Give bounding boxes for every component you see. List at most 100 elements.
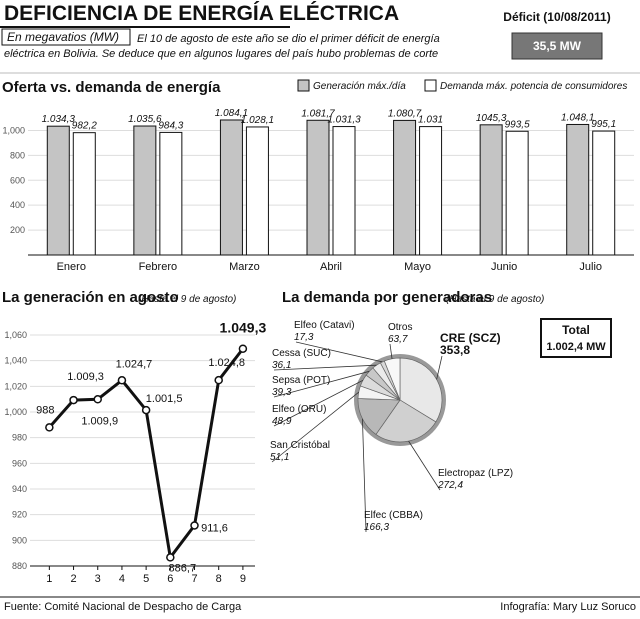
leader-line xyxy=(436,355,443,380)
x-tick-label: Marzo xyxy=(229,261,260,273)
value-label: 1.024,7 xyxy=(116,358,153,370)
total-box xyxy=(540,318,612,358)
x-tick-label: 2 xyxy=(70,573,76,585)
value-label: 1.031 xyxy=(418,115,443,126)
point xyxy=(238,344,248,353)
x-tick-label: 6 xyxy=(167,573,173,585)
y-tick-label: 880 xyxy=(12,561,27,571)
chart-title: La generación en agosto xyxy=(2,289,179,306)
slice-value: 39,3 xyxy=(272,387,292,398)
value-label: 1.035,6 xyxy=(128,114,162,125)
chart-title: La demanda por generadoras xyxy=(282,289,492,306)
x-tick-label: 3 xyxy=(95,573,101,585)
x-tick-label: Enero xyxy=(57,261,86,273)
y-tick-label: 1,040 xyxy=(4,356,27,366)
x-tick-label: 5 xyxy=(143,573,149,585)
point xyxy=(117,376,127,385)
y-tick-label: 200 xyxy=(10,225,25,235)
x-tick-label: 8 xyxy=(216,573,222,585)
bar xyxy=(133,125,157,256)
chart-subtitle: (Hasta el 9 de agosto) xyxy=(446,294,544,305)
pie-slice xyxy=(399,357,443,423)
legend-label: Demanda máx. potencia de consumidores xyxy=(440,81,627,92)
value-label: 886,7 xyxy=(169,562,197,574)
chart-title: Oferta vs. demanda de energía xyxy=(2,79,221,96)
slice-label: Sepsa (POT) xyxy=(272,375,330,386)
value-label: 984,3 xyxy=(158,120,183,131)
y-tick-label: 960 xyxy=(12,458,27,468)
value-label: 1.001,5 xyxy=(146,393,183,405)
slice-value: 353,8 xyxy=(440,343,470,357)
x-tick-label: Mayo xyxy=(404,261,431,273)
bar xyxy=(419,126,443,256)
point xyxy=(45,423,54,432)
x-tick-label: Febrero xyxy=(139,261,178,273)
value-label: 1045,3 xyxy=(476,113,507,124)
slice-value: 36,1 xyxy=(272,360,291,371)
leader-line xyxy=(273,379,364,427)
legend-swatch xyxy=(424,79,437,92)
leader-line xyxy=(362,418,367,533)
value-label: 993,5 xyxy=(505,119,530,130)
deficit-label: Déficit (10/08/2011) xyxy=(503,10,610,24)
slice-value: 51,1 xyxy=(270,452,289,463)
bar xyxy=(332,126,356,256)
value-label: 1.049,3 xyxy=(220,320,267,336)
slice-label: Elfec (CBBA) xyxy=(364,510,423,521)
x-tick-label: 1 xyxy=(46,573,52,585)
intro-line: El 10 de agosto de este año se dio el pr… xyxy=(137,33,440,45)
value-label: 1.009,9 xyxy=(81,415,118,427)
value-label: 1.031,3 xyxy=(327,115,361,126)
y-tick-label: 1,000 xyxy=(2,125,25,135)
y-tick-label: 1,060 xyxy=(4,330,27,340)
value-label: 1.084,1 xyxy=(215,108,248,119)
unit: En megavatios (MW) xyxy=(7,30,119,44)
bar xyxy=(46,125,70,256)
y-tick-label: 1,000 xyxy=(4,407,27,417)
y-tick-label: 900 xyxy=(12,535,27,545)
pie-slice xyxy=(383,357,401,401)
legend-label: Generación máx./día xyxy=(313,81,406,92)
bar xyxy=(505,130,529,256)
x-tick-label: Julio xyxy=(579,261,602,273)
slice-value: 63,7 xyxy=(388,334,408,345)
x-tick-label: 9 xyxy=(240,573,246,585)
bar xyxy=(72,132,96,256)
value-label: 988 xyxy=(36,404,54,416)
slice-value: 48,9 xyxy=(272,416,292,427)
bar xyxy=(592,130,616,256)
bar xyxy=(159,131,183,256)
point xyxy=(214,375,223,385)
source: Fuente: Comité Nacional de Despacho de C… xyxy=(4,601,242,613)
slice-label: Elfeo (ORU) xyxy=(272,404,326,415)
value-label: 911,6 xyxy=(201,522,228,534)
x-tick-label: 7 xyxy=(191,573,197,585)
value-label: 1.009,3 xyxy=(67,371,104,383)
value-label: 995,1 xyxy=(591,119,616,130)
slice-label: Cessa (SUC) xyxy=(272,348,331,359)
slice-label: Electropaz (LPZ) xyxy=(438,468,513,479)
bar xyxy=(219,119,243,256)
leader-line xyxy=(408,440,441,491)
x-tick-label: Abril xyxy=(320,261,342,273)
bar xyxy=(566,123,590,256)
page-title: DEFICIENCIA DE ENERGÍA ELÉCTRICA xyxy=(4,2,399,25)
slice-value: 272,4 xyxy=(437,480,463,491)
point xyxy=(141,405,151,415)
unit-box xyxy=(1,28,131,46)
slice-label: Otros xyxy=(388,322,412,333)
x-tick-label: Junio xyxy=(491,261,517,273)
point xyxy=(93,395,102,404)
total-value: 1.002,4 MW xyxy=(546,341,606,353)
bar xyxy=(245,126,269,256)
credit: Infografía: Mary Luz Soruco xyxy=(500,601,636,613)
y-tick-label: 920 xyxy=(12,510,27,520)
leader-line xyxy=(273,364,377,371)
y-tick-label: 600 xyxy=(10,175,25,185)
y-tick-label: 1,020 xyxy=(4,381,27,391)
slice-label: San Cristóbal xyxy=(270,440,330,451)
pie-slice xyxy=(375,399,437,443)
bar xyxy=(306,119,330,256)
leader-line xyxy=(295,341,383,363)
intro-line: eléctrica en Bolivia. Se deduce que en a… xyxy=(4,48,438,60)
